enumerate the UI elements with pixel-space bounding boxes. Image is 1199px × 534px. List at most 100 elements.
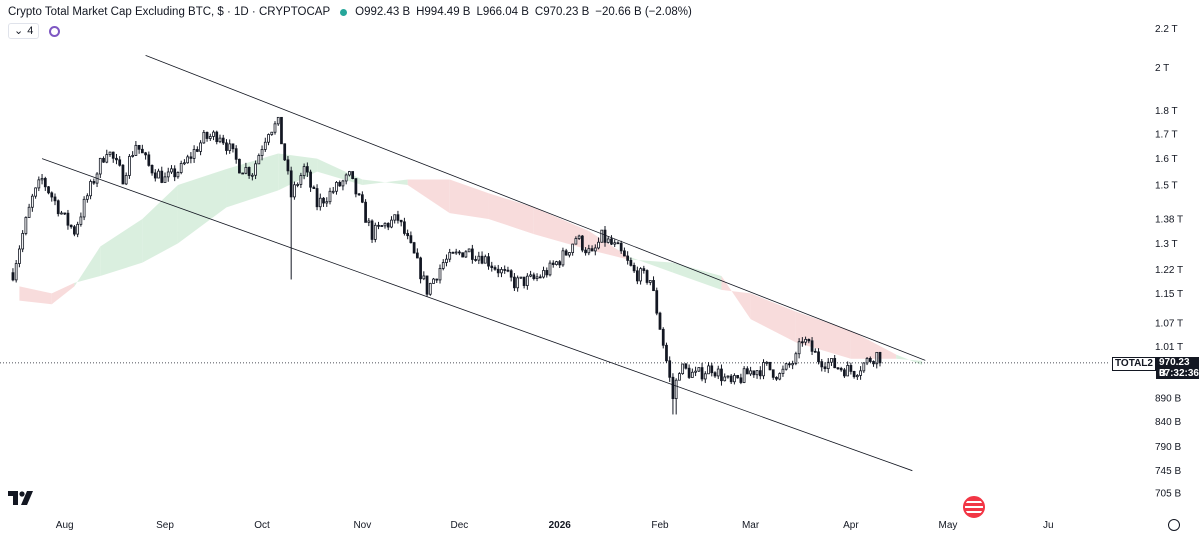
candle-body — [263, 141, 267, 150]
candle-body — [768, 361, 772, 371]
candle-body — [124, 175, 128, 185]
candle-body — [260, 149, 264, 156]
candle-body — [179, 163, 183, 173]
time-tick-label: Sep — [156, 520, 174, 531]
candle-body — [199, 142, 202, 152]
candle-body — [43, 178, 47, 188]
candle-body — [726, 375, 730, 378]
price-tag-box: 970.23 B 07:32:36 — [1155, 356, 1199, 379]
collapse-indicators-button[interactable]: ⌄ 4 — [8, 23, 40, 39]
symbol-title[interactable]: Crypto Total Market Cap Excluding BTC, $… — [8, 6, 331, 18]
candle-body — [367, 220, 371, 223]
candle-body — [370, 220, 374, 240]
candle-body — [131, 155, 135, 157]
candle-body — [558, 261, 562, 266]
channel-upper-line — [145, 55, 926, 361]
time-tick-label: Ju — [1043, 520, 1054, 531]
price-tag-symbol: TOTAL2 — [1112, 356, 1156, 371]
candle-body — [56, 200, 60, 215]
candle-body — [338, 181, 342, 187]
candle-body — [794, 353, 798, 364]
cloud-segment — [177, 168, 227, 244]
last-price-tag: TOTAL2 970.23 B 07:32:36 — [1112, 356, 1199, 379]
candle-body — [548, 262, 552, 276]
candle-body — [380, 225, 384, 227]
indicator-toolbar: ⌄ 4 — [8, 23, 61, 39]
cloud-segment — [896, 354, 923, 366]
candle-body — [745, 368, 749, 375]
candle-body — [762, 362, 765, 377]
candle-body — [173, 168, 177, 178]
candle-body — [771, 369, 775, 378]
candle-body — [92, 181, 96, 184]
candle-body — [108, 151, 112, 155]
candle-body — [483, 256, 487, 264]
candle-body — [678, 373, 681, 381]
candle-body — [128, 156, 131, 176]
candle-body — [140, 148, 144, 154]
candle-body — [231, 143, 235, 150]
cloud-segment — [721, 276, 751, 320]
candle-body — [464, 251, 468, 258]
cloud-segment — [226, 153, 279, 208]
candle-body — [27, 206, 31, 218]
candle-body — [432, 278, 435, 284]
candle-body — [875, 351, 879, 365]
candle-body — [600, 229, 604, 243]
candle-body — [580, 235, 584, 251]
cloud-segment — [449, 179, 489, 219]
candle-body — [542, 270, 545, 278]
candle-body — [390, 219, 393, 228]
candle-body — [846, 365, 850, 377]
candle-body — [441, 262, 445, 269]
candle-body — [186, 156, 190, 164]
candle-body — [293, 184, 296, 198]
tradingview-logo-icon[interactable] — [8, 491, 36, 505]
us-flag-icon[interactable] — [963, 496, 985, 518]
candle-body — [671, 376, 675, 400]
candle-body — [85, 195, 89, 200]
candle-body — [810, 340, 814, 352]
candle-body — [270, 131, 274, 135]
price-axis: 2.2 T 2 T 1.8 T 1.7 T 1.6 T 1.5 T 1.38 T 1.3 T 1… — [1155, 24, 1183, 500]
candle-body — [225, 142, 228, 151]
candle-body — [273, 123, 277, 133]
candle-body — [373, 224, 377, 240]
time-tick-label: Apr — [843, 520, 859, 531]
candle-body — [843, 369, 846, 377]
candle-body — [461, 252, 465, 258]
candle-body — [584, 249, 587, 254]
candle-body — [571, 243, 575, 253]
cloud-segment — [100, 218, 143, 277]
candle-body — [784, 363, 788, 370]
candle-body — [470, 248, 474, 260]
candle-body — [519, 276, 523, 279]
indicator-circle-icon[interactable] — [49, 25, 61, 37]
candle-body — [396, 214, 400, 221]
candle-body — [839, 368, 843, 371]
price-tick-label: 2.2 T — [1155, 24, 1178, 35]
candle-body — [668, 360, 672, 378]
price-tick-label: 840 B — [1155, 417, 1181, 428]
candle-body — [733, 375, 736, 383]
candle-body — [642, 268, 646, 271]
time-tick-label: Dec — [451, 520, 469, 531]
candle-body — [63, 212, 67, 215]
cloud-segment — [750, 293, 796, 343]
candle-body — [102, 157, 105, 163]
candle-body — [503, 269, 507, 271]
candle-body — [357, 193, 361, 196]
candle-body — [862, 362, 866, 372]
time-axis: Aug Sep Oct Nov Dec 2026 Feb Mar Apr May Ju — [56, 520, 1054, 531]
candle-body — [516, 277, 520, 289]
candle-body — [247, 167, 251, 176]
gear-icon[interactable] — [1168, 519, 1180, 531]
candle-body — [73, 226, 76, 235]
candle-body — [14, 263, 18, 281]
time-tick-label: Feb — [651, 520, 669, 531]
price-tick-label: 790 B — [1155, 442, 1181, 453]
candle-body — [687, 367, 691, 378]
candle-body — [147, 154, 151, 166]
candle-body — [383, 222, 387, 227]
